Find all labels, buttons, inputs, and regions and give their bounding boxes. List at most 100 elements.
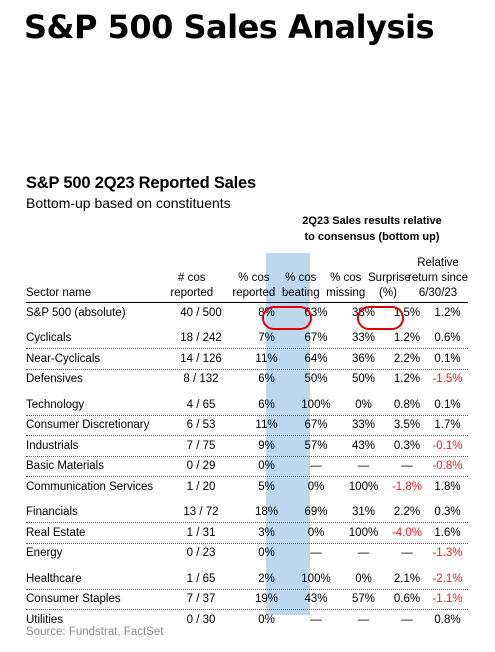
cell-cos-reported: 1 / 65: [186, 572, 216, 585]
cell-sector-name: Defensives: [26, 373, 83, 386]
cell-relative-return: 1.7%: [434, 419, 461, 432]
cell-cos-reported: 1 / 31: [186, 526, 216, 539]
cell-relative-return: -1.3%: [432, 547, 463, 560]
header-pct-beating: % cos beating: [278, 256, 323, 301]
cell-pct-missing: 0%: [355, 572, 372, 585]
cell-pct-reported: 6%: [258, 398, 275, 411]
row-divider: [26, 542, 468, 544]
table-row: Communication Services 1 / 20 5% 0% 100% -1.8…: [26, 477, 468, 497]
cell-pct-missing: —: [357, 460, 370, 473]
header-surprise-line: [368, 256, 408, 271]
cell-pct-reported: 19%: [254, 593, 279, 606]
cell-sector-name: Near-Cyclicals: [26, 352, 101, 365]
row-divider: [26, 588, 468, 590]
cell-relative-return: 0.8%: [434, 613, 461, 626]
cell-relative-return: -0.8%: [432, 460, 463, 473]
row-divider: [26, 455, 468, 457]
header-relative-return-line: 6/30/23: [418, 287, 458, 299]
cell-cos-reported: 13 / 72: [183, 506, 219, 519]
cell-pct-reported: 2%: [258, 572, 275, 585]
header-pct-beating-line: beating: [281, 287, 320, 299]
slide-title: S&P 500 Sales Analysis: [24, 8, 435, 46]
group-header-line-2: to consensus (bottom up): [304, 231, 440, 243]
cell-pct-beating: —: [310, 547, 322, 560]
table-row: Financials 13 / 72 18% 69% 31% 2.2% 0.3%: [26, 503, 468, 523]
table-row: Real Estate 1 / 31 3% 0% 100% -4.0% 1.6%: [26, 523, 468, 543]
cell-pct-beating: —: [310, 460, 322, 473]
cell-pct-missing: 0%: [355, 398, 372, 411]
cell-pct-beating: 67%: [304, 332, 328, 345]
cell-sector-name: Energy: [26, 547, 63, 560]
cell-pct-missing: 36%: [351, 352, 376, 365]
surprise-highlight-circle: [357, 306, 404, 330]
sales-table: Sector name # cos reported % cos reported …: [26, 256, 468, 630]
cell-pct-beating: 0%: [307, 526, 325, 539]
cell-relative-return: -1.1%: [432, 593, 463, 606]
cell-cos-reported: 0 / 23: [186, 547, 216, 560]
table-row: Industrials 7 / 75 9% 57% 43% 0.3% -0.1%: [26, 436, 468, 456]
cell-pct-missing: 100%: [348, 480, 379, 493]
header-pct-reported: % cos reported: [230, 256, 278, 301]
cell-pct-missing: 33%: [351, 419, 376, 432]
table-subtitle: Bottom-up based on constituents: [26, 195, 231, 211]
cell-pct-missing: 50%: [351, 373, 376, 386]
header-sector-name-line: [26, 256, 154, 271]
header-pct-reported-line: [230, 256, 278, 271]
row-divider: [26, 348, 468, 349]
cell-pct-missing: —: [357, 547, 370, 560]
header-surprise-line: (%): [379, 287, 397, 299]
cell-sector-name: Basic Materials: [26, 460, 104, 473]
header-cos-reported-line: # cos: [178, 272, 206, 284]
header-pct-reported-line: % cos: [238, 272, 270, 284]
table-row: Basic Materials 0 / 29 0% — — — -0.8%: [26, 457, 468, 477]
table-row: Healthcare 1 / 65 2% 100% 0% 2.1% -2.1%: [26, 569, 468, 589]
table-row: Defensives 8 / 132 6% 50% 50% 1.2% -1.5%: [26, 370, 468, 390]
header-sector-name-line: Sector name: [26, 287, 92, 299]
cell-pct-reported: 0%: [258, 460, 275, 473]
cell-pct-beating: 100%: [301, 572, 331, 585]
header-pct-missing: % cos missing: [323, 256, 368, 301]
cell-pct-beating: 69%: [304, 506, 328, 519]
table-row: Cyclicals 18 / 242 7% 67% 33% 1.2% 0.6%: [26, 329, 468, 349]
cell-surprise: 1.2%: [393, 373, 421, 386]
cell-cos-reported: 6 / 53: [186, 419, 216, 432]
cell-pct-reported: 0%: [258, 613, 275, 626]
cell-pct-missing: 43%: [351, 439, 376, 452]
cell-relative-return: 1.8%: [434, 480, 461, 493]
header-cos-reported-line: reported: [170, 287, 214, 299]
source-note: Source: Fundstrat, FactSet: [26, 626, 164, 638]
cell-relative-return: 0.3%: [434, 506, 461, 519]
row-divider: [26, 476, 468, 477]
cell-surprise: 2.1%: [393, 572, 421, 585]
table-row: Technology 4 / 65 6% 100% 0% 0.8% 0.1%: [26, 395, 468, 415]
header-cos-reported: # cos reported: [154, 256, 230, 301]
cell-cos-reported: 0 / 29: [186, 460, 216, 473]
cell-sector-name: Communication Services: [26, 480, 154, 493]
cell-sector-name: Real Estate: [26, 526, 86, 539]
header-row: Sector name # cos reported % cos reported …: [26, 256, 468, 301]
cell-relative-return: -2.1%: [432, 572, 463, 585]
header-relative-return-line: return since: [408, 272, 469, 284]
cell-pct-reported: 3%: [258, 526, 275, 539]
header-pct-missing-line: [323, 256, 368, 271]
cell-relative-return: 0.1%: [434, 352, 461, 365]
cell-cos-reported: 0 / 30: [186, 613, 216, 626]
header-pct-reported-line: reported: [232, 287, 276, 299]
row-divider: [26, 609, 468, 610]
cell-pct-beating: —: [310, 613, 322, 626]
cell-pct-reported: 11%: [255, 419, 278, 432]
cell-surprise: -4.0%: [391, 526, 423, 539]
header-sector-name-line: [26, 271, 154, 286]
table-body: S&P 500 (absolute) 40 / 500 8% 63% 38% 1.5% 1.…: [26, 303, 468, 630]
cell-pct-beating: 100%: [301, 398, 331, 411]
cell-cos-reported: 7 / 75: [186, 439, 216, 452]
cell-surprise: 1.2%: [393, 332, 421, 345]
cell-sector-name: Consumer Staples: [26, 593, 121, 606]
cell-relative-return: 1.2%: [434, 306, 461, 319]
beating-highlight-circle: [262, 306, 312, 330]
row-divider: [26, 368, 468, 370]
row-divider: [26, 522, 468, 523]
cell-cos-reported: 4 / 65: [186, 398, 216, 411]
cell-surprise: 3.5%: [393, 419, 421, 432]
table-row: Energy 0 / 23 0% — — — -1.3%: [26, 544, 468, 564]
